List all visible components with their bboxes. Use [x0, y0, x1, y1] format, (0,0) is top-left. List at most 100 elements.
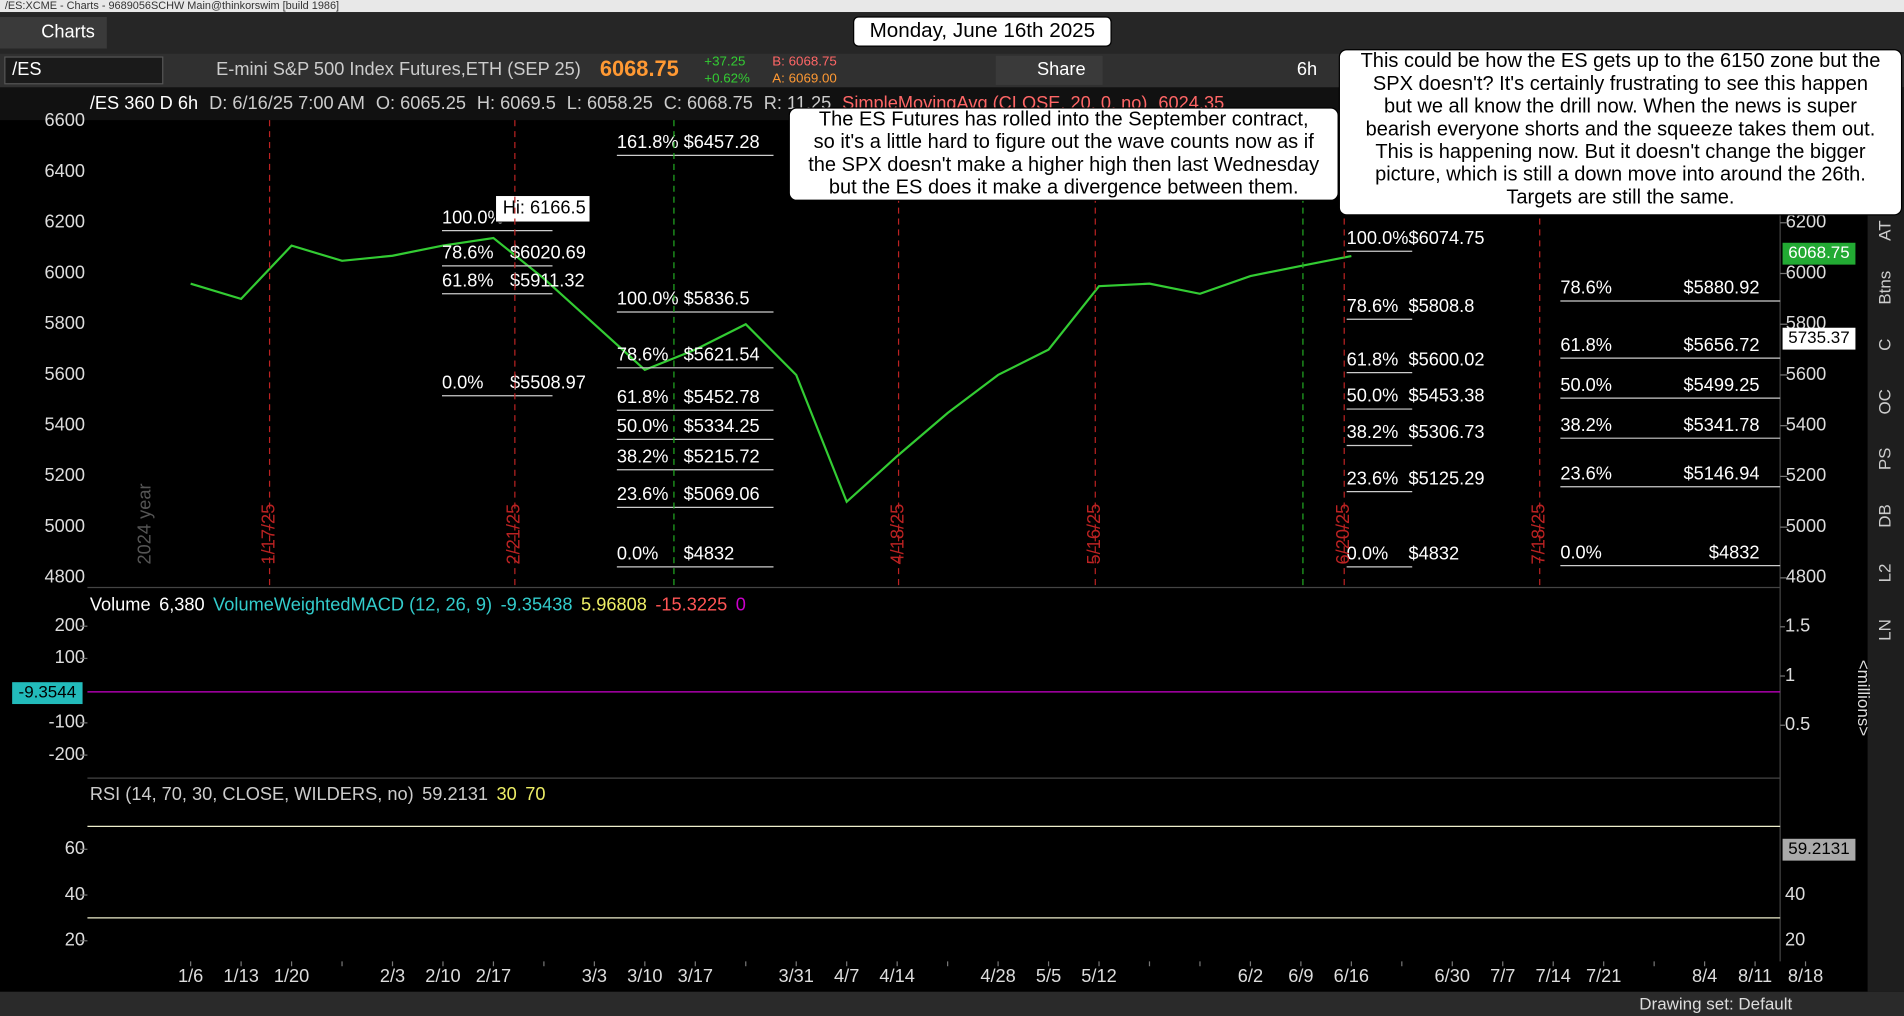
fib-price: $5125.29	[1409, 468, 1485, 488]
panel-header-item: 0	[736, 595, 746, 615]
sidebar-tab[interactable]: AT	[1875, 220, 1894, 240]
marker-label: 1/17/25	[258, 504, 278, 565]
share-button[interactable]	[995, 55, 1103, 85]
marker-label: 2/21/25	[504, 504, 524, 565]
sidebar-tab[interactable]: C	[1875, 339, 1894, 351]
status-bar	[0, 991, 1904, 1016]
x-tick-label: 4/14	[879, 966, 914, 986]
fib-level: 61.8%	[1347, 349, 1399, 369]
x-tick-label: 3/10	[627, 966, 662, 986]
annotation-line: but we all know the drill now. When the …	[1384, 96, 1857, 118]
fib-level: 100.0%	[442, 207, 504, 227]
x-tick-label: 6/9	[1288, 966, 1313, 986]
fib-level: 23.6%	[617, 484, 669, 504]
share-label[interactable]: Share	[1037, 59, 1086, 79]
chart-header-item: D: 6/16/25 7:00 AM	[209, 93, 365, 113]
annotation-line: the SPX doesn't make a higher high then …	[808, 154, 1319, 176]
x-tick-label: 7/7	[1490, 966, 1515, 986]
annotation-box	[1338, 49, 1903, 216]
annotation-line: Targets are still the same.	[1506, 186, 1734, 208]
fib-price: $5334.25	[684, 416, 760, 436]
chart-header-item: C: 6068.75	[664, 93, 753, 113]
fib-level: 0.0%	[617, 544, 659, 564]
y-tick-label: 20	[65, 930, 85, 950]
ask: A: 6069.00	[772, 70, 837, 85]
bid: B: 6068.75	[772, 53, 837, 68]
fib-price: $5499.25	[1684, 375, 1760, 395]
fib-level: 78.6%	[1560, 278, 1612, 298]
sidebar-tab[interactable]: LN	[1875, 619, 1894, 641]
chart-header-item: H: 6069.5	[477, 93, 556, 113]
y-tick-label: 5600	[1786, 364, 1827, 384]
fib-price: $5880.92	[1684, 278, 1760, 298]
last-price: 6068.75	[600, 56, 679, 81]
y-tick-label: 5800	[44, 313, 85, 333]
fib-level: 23.6%	[1347, 468, 1399, 488]
symbol-box[interactable]	[4, 56, 164, 85]
y-tick-label: 20	[1785, 930, 1805, 950]
symbol[interactable]: /ES	[12, 59, 41, 79]
change: +37.25	[704, 53, 745, 68]
price-tag-label: 6068.75	[1788, 243, 1849, 262]
x-tick-label: 3/3	[582, 966, 607, 986]
fib-price: $5453.38	[1409, 386, 1485, 406]
panel-header-item: -15.3225	[655, 595, 727, 615]
y-tick-label: 6600	[44, 110, 85, 130]
annotation-line: but the ES does it make a divergence bet…	[829, 177, 1299, 199]
y2-axis-label: <millions>	[1854, 660, 1873, 737]
fib-price: $5215.72	[684, 446, 760, 466]
date-box	[853, 16, 1112, 47]
x-tick-label: 8/11	[1738, 966, 1772, 986]
x-tick-label: 1/13	[223, 966, 258, 986]
window-titlebar	[0, 0, 1904, 13]
sidebar-tab[interactable]: L2	[1875, 563, 1894, 582]
x-tick-label: 2/10	[425, 966, 460, 986]
fib-level: 50.0%	[1560, 375, 1612, 395]
x-tick-label: 5/5	[1036, 966, 1061, 986]
x-tick-label: 7/14	[1535, 966, 1570, 986]
fib-level: 50.0%	[617, 416, 669, 436]
fib-price: $5656.72	[1684, 335, 1760, 355]
drawing-set[interactable]: Drawing set: Default	[1639, 995, 1792, 1014]
fib-level: 100.0%	[617, 289, 679, 309]
fib-level: 38.2%	[617, 446, 669, 466]
x-tick-label: 2/17	[476, 966, 511, 986]
fib-price: $5146.94	[1684, 463, 1760, 483]
y-tick-label: -200	[49, 744, 85, 764]
y-tick-label: 40	[1785, 884, 1805, 904]
x-tick-label: 6/2	[1238, 966, 1263, 986]
hi-label: Hi: 6166.5	[503, 198, 586, 218]
sidebar-tab[interactable]: PS	[1875, 448, 1894, 471]
tab-label[interactable]: Charts	[41, 22, 95, 42]
y-tick-label: 4800	[1786, 567, 1827, 587]
panel-header-item: 70	[525, 784, 545, 804]
panel-header-item: 59.2131	[422, 784, 488, 804]
marker-label: 5/16/25	[1084, 504, 1104, 565]
sidebar-tab[interactable]: Btns	[1875, 271, 1894, 305]
sidebar-tab[interactable]: DB	[1875, 504, 1894, 528]
annotation-box	[788, 107, 1339, 201]
fib-level: 78.6%	[1347, 296, 1399, 316]
charts-tab[interactable]	[0, 16, 107, 49]
x-tick-label: 6/16	[1334, 966, 1369, 986]
y-tick-label: 5200	[1786, 465, 1827, 485]
panel-header-item: VolumeWeightedMACD (12, 26, 9)	[213, 595, 492, 615]
marker-label: 7/18/25	[1529, 504, 1549, 565]
y-tick-label: 6200	[1786, 212, 1827, 232]
fib-price: $6020.69	[510, 243, 586, 263]
rsi-tag-label: 59.2131	[1788, 839, 1849, 858]
y-tick-label: 4800	[44, 567, 85, 587]
x-tick-label: 1/6	[178, 966, 203, 986]
fib-level: 100.0%	[1347, 228, 1409, 248]
fib-price: $5808.8	[1409, 296, 1475, 316]
sidebar-tab[interactable]: OC	[1875, 389, 1894, 414]
chart-header-item: L: 6058.25	[567, 93, 653, 113]
chart-header-item: /ES 360 D 6h	[90, 93, 198, 113]
sidebar	[1867, 87, 1904, 992]
fib-price: $6457.28	[684, 132, 760, 152]
panel-header-item: Volume	[90, 595, 151, 615]
x-tick-label: 4/28	[980, 966, 1015, 986]
timeframe[interactable]: 6h	[1297, 59, 1317, 79]
